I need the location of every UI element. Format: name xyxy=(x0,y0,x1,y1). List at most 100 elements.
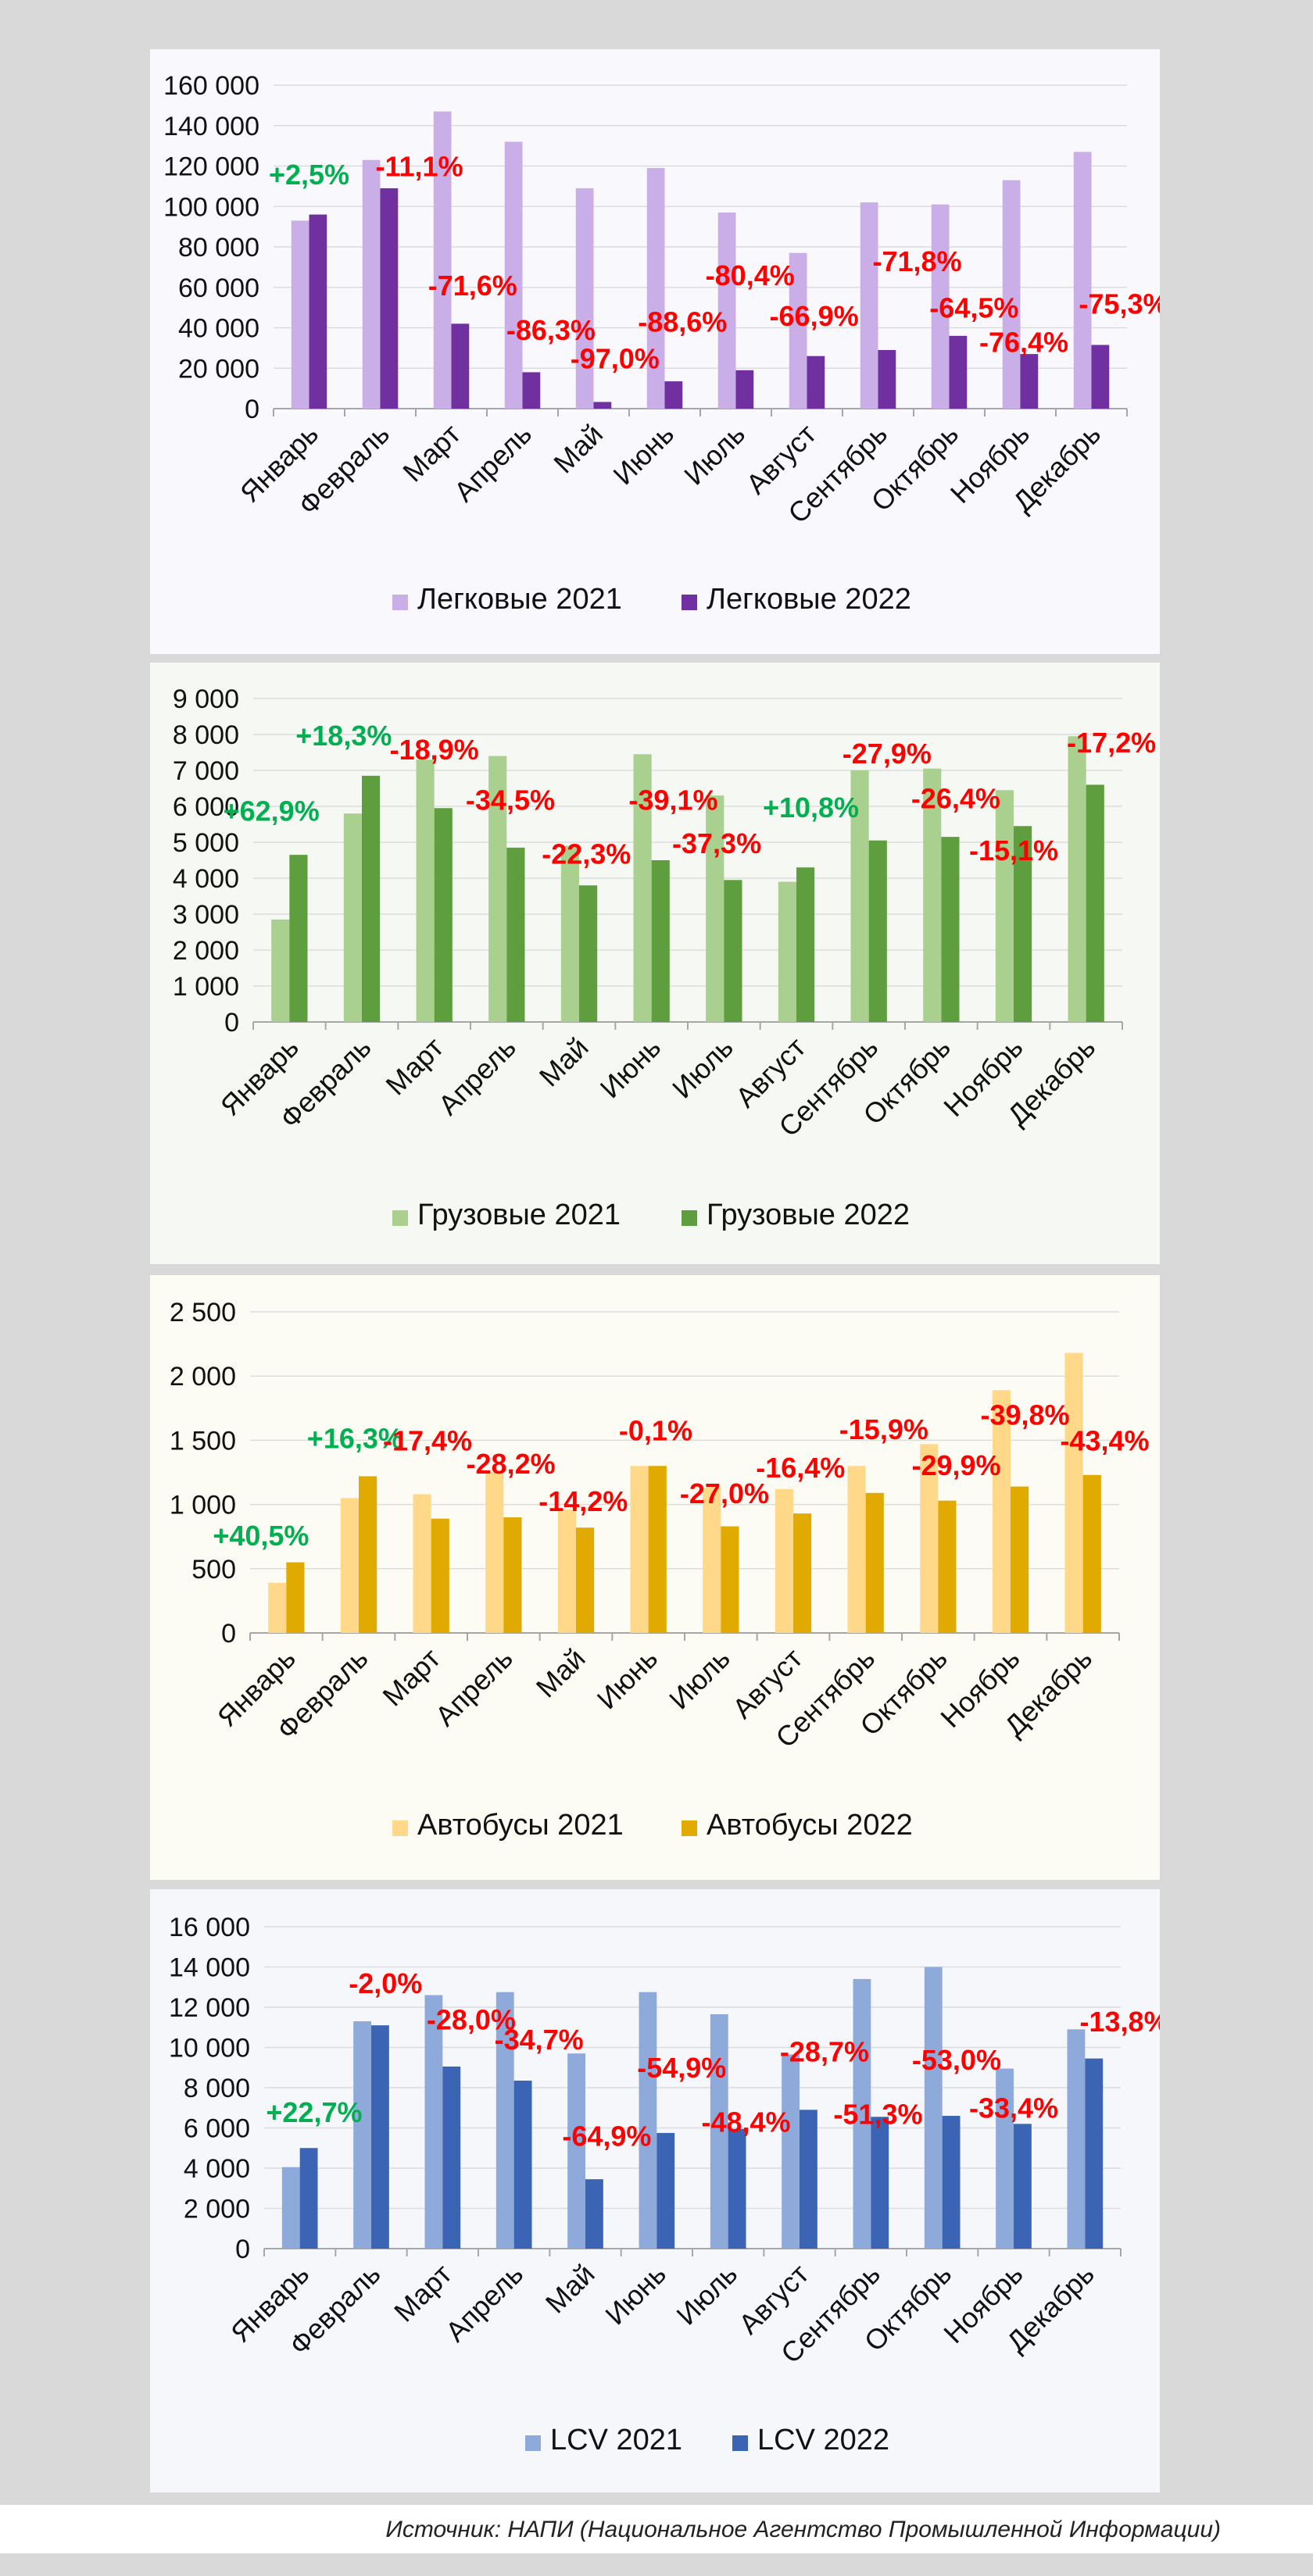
x-category-label: Апрель xyxy=(429,1642,519,1732)
bar-prev-year xyxy=(850,770,869,1022)
change-annotation: +16,3% xyxy=(307,1422,403,1454)
change-annotation: -15,1% xyxy=(969,834,1058,866)
bar-prev-year xyxy=(362,159,381,409)
bar-curr-year xyxy=(941,837,960,1022)
change-annotation: -71,8% xyxy=(873,245,962,277)
change-annotation: -51,3% xyxy=(833,2098,922,2130)
bar-prev-year xyxy=(340,1498,359,1633)
legend-swatch xyxy=(682,1820,697,1836)
bar-prev-year xyxy=(424,1995,443,2249)
change-annotation: -37,3% xyxy=(672,827,761,859)
bar-prev-year xyxy=(782,2054,800,2249)
y-tick-label: 60 000 xyxy=(178,273,259,303)
bar-curr-year xyxy=(431,1518,449,1633)
y-tick-label: 2 000 xyxy=(184,2195,250,2224)
change-annotation: -88,6% xyxy=(638,306,727,338)
change-annotation: -11,1% xyxy=(376,150,463,182)
bar-prev-year xyxy=(488,756,507,1022)
bar-curr-year xyxy=(434,808,453,1022)
bar-prev-year xyxy=(633,754,652,1022)
change-annotation: +22,7% xyxy=(266,2096,362,2128)
bar-prev-year xyxy=(291,220,309,409)
bar-curr-year xyxy=(299,2148,318,2249)
bar-curr-year xyxy=(579,885,598,1022)
bar-curr-year xyxy=(651,860,670,1022)
x-category-label: Июнь xyxy=(594,1031,667,1105)
legend-label: LCV 2022 xyxy=(757,2424,889,2456)
bar-curr-year xyxy=(1011,1486,1029,1633)
change-annotation: -17,4% xyxy=(383,1425,472,1457)
change-annotation: -0,1% xyxy=(619,1414,692,1446)
bar-curr-year xyxy=(1082,1474,1101,1633)
bar-prev-year xyxy=(1067,2029,1086,2249)
bar-prev-year xyxy=(496,1992,514,2249)
legend-swatch xyxy=(732,2435,748,2451)
bar-curr-year xyxy=(735,370,754,409)
chart-panel-cars: 0 20 000 40 000 60 000 80 000 100 000 120 000 1… xyxy=(150,49,1160,654)
change-annotation: -13,8% xyxy=(1080,2006,1160,2038)
x-category-label: Апрель xyxy=(448,418,538,508)
y-tick-label: 16 000 xyxy=(169,1913,250,1942)
bar-prev-year xyxy=(353,2021,371,2249)
y-tick-label: 10 000 xyxy=(169,2034,250,2063)
bar-prev-year xyxy=(920,1444,939,1633)
bar-curr-year xyxy=(286,1562,305,1633)
change-annotation: -66,9% xyxy=(770,300,859,332)
bar-prev-year xyxy=(775,1488,793,1633)
bar-prev-year xyxy=(706,795,724,1022)
bar-prev-year xyxy=(703,1488,721,1633)
change-annotation: +40,5% xyxy=(213,1520,309,1552)
change-annotation: -76,4% xyxy=(979,327,1068,359)
bar-curr-year xyxy=(585,2179,603,2249)
bar-prev-year xyxy=(268,1582,287,1633)
change-annotation: -54,9% xyxy=(637,2052,726,2084)
change-annotation: -17,2% xyxy=(1067,727,1156,759)
bar-curr-year xyxy=(721,1526,739,1633)
bar-curr-year xyxy=(648,1466,667,1633)
change-annotation: -28,0% xyxy=(427,2003,516,2035)
bar-curr-year xyxy=(513,2080,532,2249)
bar-curr-year xyxy=(503,1517,522,1633)
chart-trucks: 0 1 000 2 000 3 000 4 000 5 000 6 000 7 000 8 00… xyxy=(173,684,1156,1231)
bar-prev-year xyxy=(281,2167,300,2249)
bar-prev-year xyxy=(847,1466,866,1633)
bar-curr-year xyxy=(868,840,887,1022)
bar-curr-year xyxy=(593,402,612,409)
bar-curr-year xyxy=(1020,354,1039,409)
y-tick-label: 6 000 xyxy=(184,2114,250,2144)
y-tick-label: 12 000 xyxy=(169,1993,250,2023)
change-annotation: -64,5% xyxy=(929,292,1018,324)
bar-prev-year xyxy=(630,1466,649,1633)
y-tick-label: 100 000 xyxy=(163,192,259,222)
bar-prev-year xyxy=(923,768,942,1022)
bar-prev-year xyxy=(717,213,736,409)
y-tick-label: 2 000 xyxy=(170,1362,236,1392)
bar-prev-year xyxy=(778,881,796,1022)
change-annotation: +2,5% xyxy=(269,159,349,191)
bar-prev-year xyxy=(1064,1352,1083,1633)
y-tick-label: 5 000 xyxy=(173,828,239,858)
bar-curr-year xyxy=(442,2066,461,2249)
bar-curr-year xyxy=(865,1492,884,1633)
y-tick-label: 1 000 xyxy=(173,972,239,1002)
change-annotation: -26,4% xyxy=(911,782,1000,814)
bar-curr-year xyxy=(724,880,742,1022)
legend-swatch xyxy=(525,2435,541,2451)
change-annotation: -97,0% xyxy=(571,342,660,374)
change-annotation: -27,0% xyxy=(680,1477,769,1510)
change-annotation: -75,3% xyxy=(1079,288,1160,320)
legend-swatch xyxy=(682,1210,697,1226)
chart-panel-lcv: 0 2 000 4 000 6 000 8 000 10 000 12 000 14 000 1… xyxy=(150,1889,1160,2492)
y-tick-label: 2 500 xyxy=(170,1298,236,1327)
bar-prev-year xyxy=(646,168,665,409)
bar-prev-year xyxy=(996,2068,1014,2249)
bar-prev-year xyxy=(504,141,523,409)
y-tick-label: 1 000 xyxy=(170,1491,236,1520)
legend-label: Грузовые 2022 xyxy=(707,1199,910,1231)
change-annotation: -39,1% xyxy=(628,784,717,816)
change-annotation: -16,4% xyxy=(756,1452,845,1484)
x-category-label: Апрель xyxy=(432,1031,522,1121)
change-annotation: -43,4% xyxy=(1060,1425,1149,1457)
bar-curr-year xyxy=(371,2025,389,2249)
